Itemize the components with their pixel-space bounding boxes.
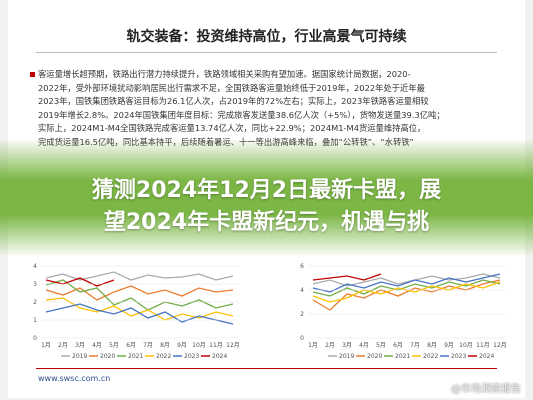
x-tick-label: 3月 xyxy=(342,342,352,349)
rule xyxy=(36,52,497,53)
body-line: 2023年，国铁集团铁路客运目标为26.1亿人次，占2019年的72%左右；实际… xyxy=(38,96,429,106)
legend-label: 2020 xyxy=(367,353,382,360)
legend-label: 2023 xyxy=(184,353,199,360)
legend-label: 2019 xyxy=(72,353,87,360)
x-tick-label: 12月 xyxy=(226,342,240,349)
right-lines xyxy=(312,273,501,311)
legend-label: 2021 xyxy=(128,353,143,360)
y-tick-label: 6 xyxy=(300,263,304,270)
x-tick-label: 10月 xyxy=(192,342,206,349)
x-tick-label: 6月 xyxy=(126,342,136,349)
overlay-band: 猜测2024年12月2日最新卡盟，展 望2024年卡盟新纪元，机遇与挑 xyxy=(0,140,533,255)
x-tick-label: 8月 xyxy=(160,342,170,349)
x-tick-label: 1月 xyxy=(308,342,318,349)
bullet xyxy=(30,72,35,77)
x-tick-label: 7月 xyxy=(143,342,153,349)
x-tick-label: 12月 xyxy=(493,342,507,349)
x-tick-label: 11月 xyxy=(476,342,490,349)
x-tick-label: 2月 xyxy=(325,342,335,349)
legend-label: 2024 xyxy=(212,353,227,360)
y-tick-label: 0 xyxy=(300,335,304,342)
x-tick-label: 8月 xyxy=(427,342,437,349)
y-tick-label: 4 xyxy=(33,263,37,270)
doc-title: 轨交装备：投资维持高位，行业高景气可持续 xyxy=(126,29,407,45)
y-tick-label: 4 xyxy=(300,287,304,294)
x-tick-label: 10月 xyxy=(459,342,473,349)
legend-label: 2022 xyxy=(156,353,171,360)
y-tick-label: 2 xyxy=(300,311,304,318)
y-tick-label: 2 xyxy=(33,299,37,306)
body-line: 实际上，2024M1-M4全国铁路完成客运量13.74亿人次，同比+22.9%；… xyxy=(38,123,426,133)
x-tick-label: 5月 xyxy=(376,342,386,349)
footer-url: www.swsc.com.cn xyxy=(38,374,111,383)
x-tick-label: 1月 xyxy=(41,342,51,349)
footer-rule xyxy=(36,368,497,369)
x-tick-label: 4月 xyxy=(359,342,369,349)
watermark: @市场洞察报告 xyxy=(451,384,521,395)
x-tick-label: 9月 xyxy=(444,342,454,349)
legend-label: 2019 xyxy=(339,353,354,360)
y-tick-label: 3 xyxy=(33,281,37,288)
x-tick-label: 5月 xyxy=(109,342,119,349)
overlay-title: 望2024年卡盟新纪元，机遇与挑 xyxy=(103,210,430,235)
x-tick-label: 3月 xyxy=(75,342,85,349)
overlay-title: 猜测2024年12月2日最新卡盟，展 xyxy=(91,178,442,203)
body-line: 2022年，受外部环境扰动影响居民出行需求不足，全国铁路客运量始终低于2019年… xyxy=(38,82,425,93)
y-tick-label: 1 xyxy=(33,317,37,324)
body-line: 2019年增长2.8%。2024年国铁集团年度目标：完成旅客发送量38.6亿人次… xyxy=(38,109,445,120)
x-tick-label: 2月 xyxy=(58,342,68,349)
x-tick-label: 9月 xyxy=(177,342,187,349)
legend-label: 2022 xyxy=(423,353,438,360)
left-lines xyxy=(45,271,234,325)
x-tick-label: 7月 xyxy=(410,342,420,349)
body-line: 客运量增长超预期，铁路出行潜力持续提升，铁路领域相关采购有望加速。据国家统计局数… xyxy=(38,69,411,79)
x-tick-label: 6月 xyxy=(393,342,403,349)
legend-label: 2020 xyxy=(100,353,115,360)
legend-label: 2024 xyxy=(479,353,494,360)
x-tick-label: 11月 xyxy=(209,342,223,349)
legend-label: 2023 xyxy=(451,353,466,360)
y-tick-label: 0 xyxy=(33,335,37,342)
x-tick-label: 4月 xyxy=(92,342,102,349)
legend-label: 2021 xyxy=(395,353,410,360)
